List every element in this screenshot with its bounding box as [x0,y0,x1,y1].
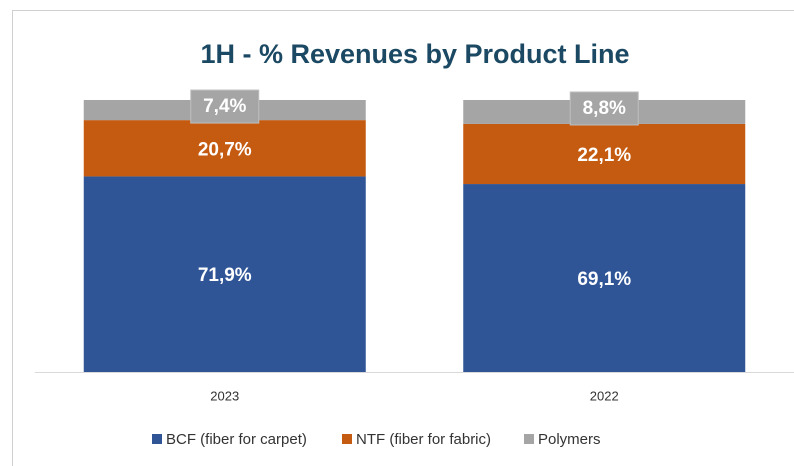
x-tick-label: 2023 [210,388,239,403]
value-label: 20,7% [198,139,252,160]
label-box [569,91,639,126]
legend-label: NTF (fiber for fabric) [356,431,491,448]
value-label: 7,4% [203,96,246,117]
legend-swatch [342,434,352,444]
bar-segment [463,123,746,185]
label-box [190,89,260,124]
x-tick-label: 2022 [590,388,619,403]
value-label: 22,1% [577,145,631,166]
value-label: 71,9% [198,265,252,286]
value-label: 8,8% [583,98,626,119]
legend-swatch [524,434,534,444]
value-label: 69,1% [577,269,631,290]
legend-label: Polymers [538,431,601,448]
legend-label: BCF (fiber for carpet) [166,431,307,448]
bar-segment [83,120,366,177]
bar-segment [463,184,746,372]
chart-title: 1H - % Revenues by Product Line [200,39,629,69]
bar-segment [83,176,366,372]
chart-border [12,10,794,466]
legend-swatch [152,434,162,444]
